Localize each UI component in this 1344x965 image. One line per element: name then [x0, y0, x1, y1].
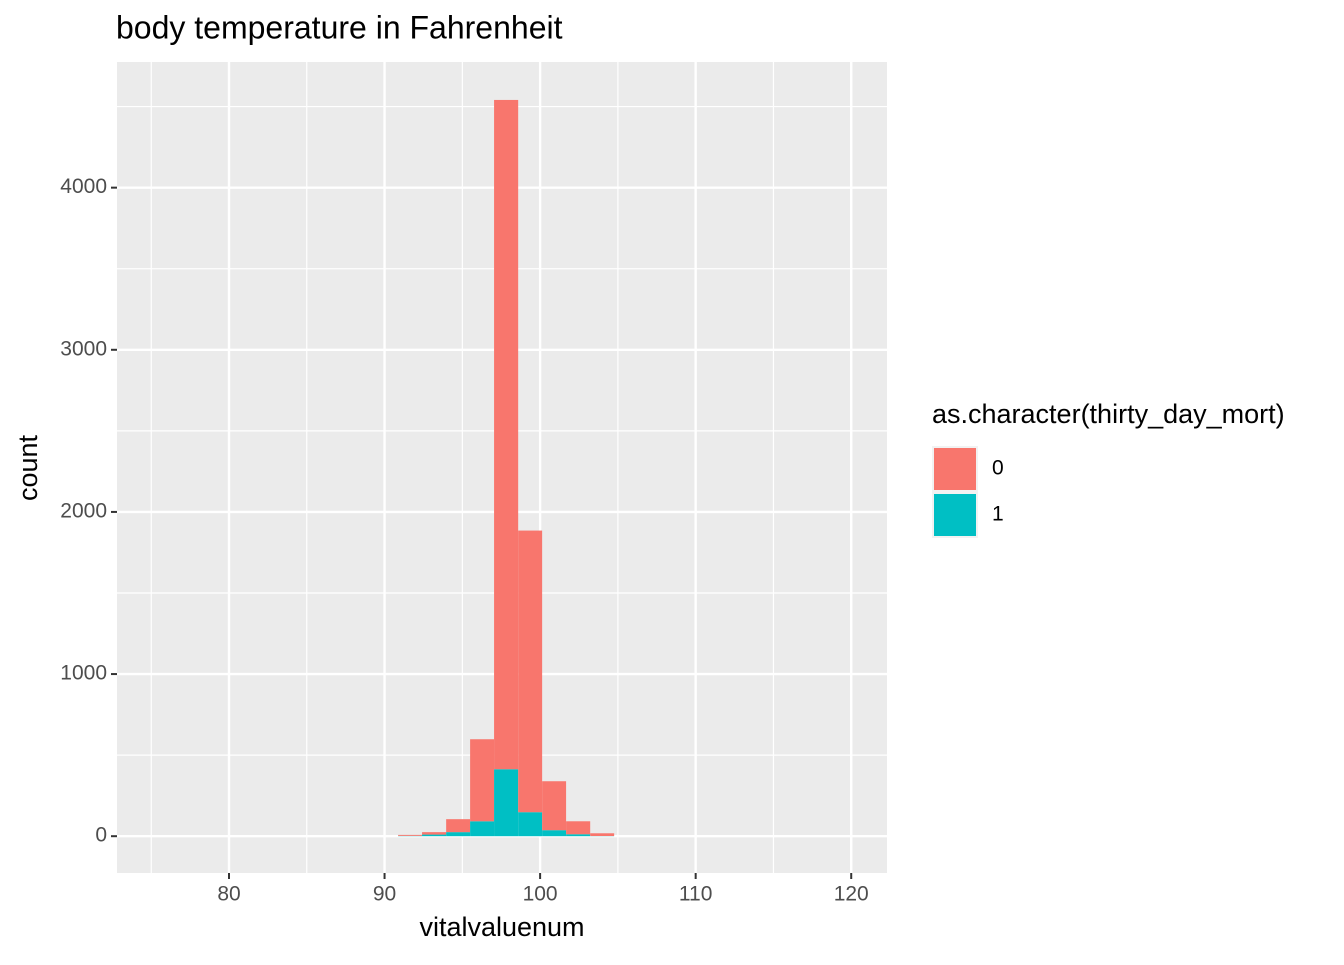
- y-tick-label: 1000: [60, 662, 107, 685]
- legend-label: 1: [992, 503, 1004, 526]
- legend-swatch: [934, 448, 976, 490]
- y-axis-label: count: [13, 434, 43, 501]
- chart-title: body temperature in Fahrenheit: [116, 9, 563, 45]
- bar: [470, 739, 494, 821]
- y-tick-label: 4000: [60, 175, 107, 198]
- y-tick-label: 2000: [60, 499, 107, 522]
- legend-title: as.character(thirty_day_mort): [932, 399, 1285, 429]
- x-tick-label: 100: [523, 883, 558, 906]
- x-tick-label: 80: [217, 883, 240, 906]
- bar: [398, 835, 422, 836]
- bar: [542, 781, 566, 830]
- bar: [470, 821, 494, 836]
- bar: [422, 835, 446, 837]
- y-tick-label: 3000: [60, 337, 107, 360]
- bar: [494, 100, 518, 769]
- y-tick-label: 0: [95, 824, 107, 847]
- bar: [446, 832, 470, 836]
- bar: [566, 821, 590, 834]
- x-tick-label: 110: [679, 883, 712, 906]
- x-tick-label: 120: [834, 883, 869, 906]
- legend-label: 0: [992, 457, 1004, 480]
- legend-swatch: [934, 494, 976, 536]
- bar: [446, 819, 470, 832]
- bar: [422, 832, 446, 834]
- x-tick-label: 90: [373, 883, 396, 906]
- bar: [518, 812, 542, 836]
- bar: [590, 833, 614, 836]
- x-axis-label: vitalvaluenum: [419, 912, 584, 942]
- bar: [542, 830, 566, 836]
- bar: [494, 769, 518, 836]
- bar: [518, 531, 542, 813]
- bar: [566, 834, 590, 836]
